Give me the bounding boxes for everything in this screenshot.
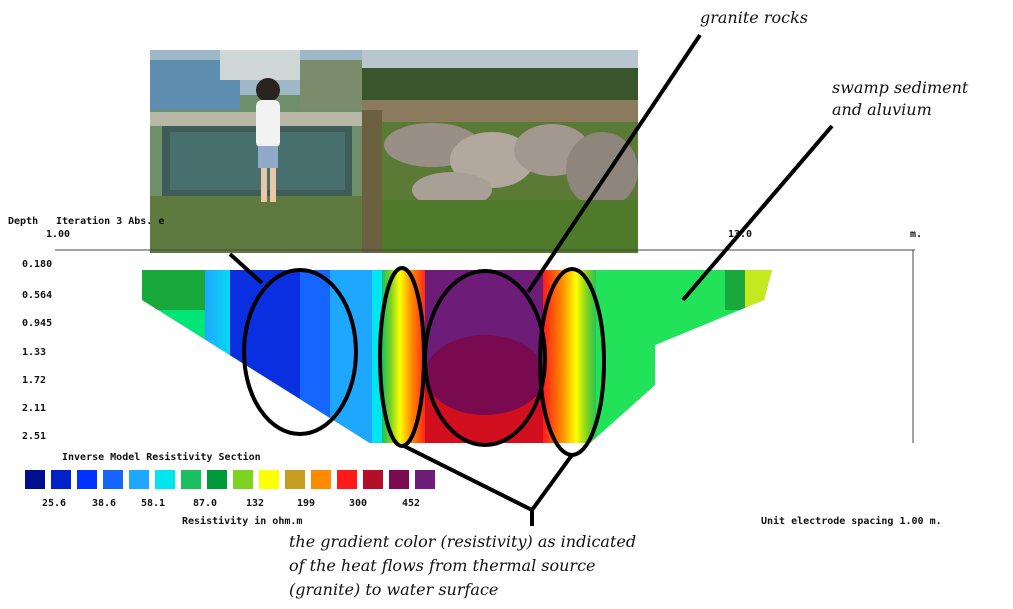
swamp-annotation-line2: and aluvium [832, 100, 932, 119]
color-swatch [181, 470, 201, 489]
x-axis-start-label: 1.00 [46, 229, 71, 240]
gradient-annotation-line3: (granite) to water surface [289, 580, 499, 599]
gradient-pointer-left [401, 443, 533, 512]
scale-value-label: 132 [246, 498, 265, 509]
color-swatch [389, 470, 409, 489]
depth-tick: 0.945 [22, 318, 53, 329]
scale-value-label: 199 [297, 498, 316, 509]
gradient-annotation-line1: the gradient color (resistivity) as indi… [289, 532, 637, 551]
iteration-label: Iteration 3 Abs. e [56, 216, 165, 227]
blue-zone-ellipse [242, 268, 358, 436]
depth-tick: 1.72 [22, 375, 47, 386]
photo-granite-rocks [362, 50, 638, 253]
electrode-spacing-label: Unit electrode spacing 1.00 m. [761, 516, 942, 527]
swamp-annotation-line1: swamp sediment [832, 78, 969, 97]
swamp-pointer-line [681, 124, 834, 302]
scale-value-label: 38.6 [92, 498, 117, 509]
granite-scene [362, 50, 638, 253]
depth-label: Depth [8, 216, 39, 227]
color-swatch [285, 470, 305, 489]
photo-pond [150, 50, 362, 253]
depth-tick: 2.51 [22, 431, 47, 442]
color-swatch [259, 470, 279, 489]
scale-value-label: 300 [349, 498, 368, 509]
color-swatch [207, 470, 227, 489]
pond-pointer-line [228, 252, 264, 285]
color-swatch [25, 470, 45, 489]
color-swatch [51, 470, 71, 489]
resistivity-unit-label: Resistivity in ohm.m [182, 516, 303, 527]
color-swatch [155, 470, 175, 489]
granite-ellipse [423, 269, 547, 447]
depth-tick: 0.564 [22, 290, 53, 301]
color-swatch [311, 470, 331, 489]
scale-value-label: 25.6 [42, 498, 67, 509]
color-swatch [103, 470, 123, 489]
gradient-annotation-line2: of the heat flows from thermal source [289, 556, 596, 575]
gradient-pointer-right [530, 453, 574, 512]
color-swatch [233, 470, 253, 489]
depth-tick: 1.33 [22, 347, 47, 358]
color-swatch [337, 470, 357, 489]
legend-title: Inverse Model Resistivity Section [62, 452, 261, 463]
color-swatch [415, 470, 435, 489]
scale-value-label: 87.0 [193, 498, 218, 509]
color-swatch [77, 470, 97, 489]
depth-tick: 0.180 [22, 259, 53, 270]
x-axis-unit-label: m. [910, 229, 923, 240]
scale-value-label: 58.1 [141, 498, 166, 509]
color-swatch [129, 470, 149, 489]
granite-rocks-annotation: granite rocks [700, 8, 808, 27]
scale-value-label: 452 [402, 498, 421, 509]
pond-scene [150, 50, 362, 253]
color-swatch [363, 470, 383, 489]
depth-tick: 2.11 [22, 403, 47, 414]
granite-pointer-line [526, 33, 702, 294]
